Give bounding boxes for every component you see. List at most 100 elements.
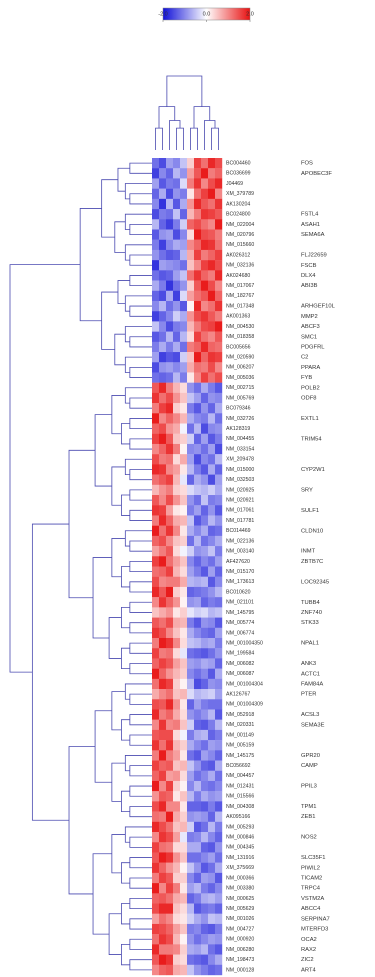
heatmap-cell [201, 780, 209, 792]
heatmap-cell [159, 740, 167, 751]
heatmap-cell [166, 229, 174, 240]
heatmap-cell [166, 280, 174, 291]
heatmap-cell [187, 811, 195, 823]
heatmap-cell [152, 872, 160, 884]
heatmap-cell [194, 464, 202, 475]
heatmap-cell [194, 525, 202, 537]
heatmap-cell [187, 515, 195, 526]
heatmap-cell [152, 372, 160, 383]
gene-symbol: FSTL4 [301, 212, 319, 218]
heatmap-cell [215, 505, 223, 516]
row-dendrogram [129, 898, 152, 910]
heatmap-cell [180, 893, 188, 904]
heatmap-cell [173, 566, 181, 577]
row-dendrogram [124, 213, 152, 230]
row-dendrogram [129, 622, 152, 634]
heatmap-cell [159, 413, 167, 424]
heatmap-cell [201, 678, 209, 690]
row-label: BC004460 [226, 160, 251, 166]
heatmap-cell [180, 168, 188, 179]
gene-symbol: TRIM54 [301, 436, 322, 442]
row-label: NM_000128 [226, 967, 254, 973]
column-dendrogram [204, 120, 216, 150]
heatmap-cell [159, 433, 167, 445]
heatmap-cell [159, 311, 167, 322]
heatmap-cell [215, 403, 223, 414]
gene-symbol: PIWIL2 [301, 865, 320, 871]
heatmap-cell [173, 474, 181, 485]
heatmap-cell [187, 382, 195, 394]
heatmap-cell [215, 709, 223, 720]
heatmap-cell [152, 443, 160, 455]
heatmap-cell [152, 525, 160, 537]
heatmap-cell [166, 321, 174, 332]
row-label: NM_005036 [226, 375, 254, 381]
heatmap-cell [194, 505, 202, 516]
heatmap-cell [180, 249, 188, 261]
heatmap-cell [152, 198, 160, 210]
heatmap-cell [159, 280, 167, 291]
heatmap-cell [152, 883, 160, 894]
gene-symbol: CLDN10 [301, 528, 323, 534]
row-label: NM_015000 [226, 467, 254, 473]
heatmap-cell [194, 648, 202, 659]
heatmap-cell [159, 576, 167, 588]
heatmap-cell [152, 934, 160, 945]
heatmap-cell [215, 944, 223, 955]
heatmap-cell [159, 770, 167, 782]
row-label: NM_173613 [226, 579, 254, 585]
heatmap-cell [194, 362, 202, 373]
heatmap-cell [180, 484, 188, 496]
row-dendrogram [124, 244, 152, 261]
heatmap-cell [180, 454, 188, 465]
row-dendrogram [94, 414, 112, 487]
heatmap-cell [180, 699, 188, 710]
heatmap-cell [194, 709, 202, 720]
heatmap-cell [173, 760, 181, 771]
heatmap-cell [201, 637, 209, 649]
heatmap-cell [180, 525, 188, 537]
heatmap-cell [180, 403, 188, 414]
heatmap-cell [208, 811, 216, 823]
heatmap-cell [180, 229, 188, 240]
heatmap-cell [201, 750, 209, 761]
heatmap-cell [159, 760, 167, 771]
heatmap-cell [187, 341, 195, 353]
heatmap-cell [208, 209, 216, 220]
heatmap-cell [201, 443, 209, 455]
heatmap-cell [152, 923, 160, 935]
row-label: NM_000846 [226, 835, 254, 841]
heatmap-cell [173, 637, 181, 649]
heatmap-cell [152, 239, 160, 251]
heatmap-cell [187, 913, 195, 925]
heatmap-cell [208, 832, 216, 843]
heatmap-cell [215, 627, 223, 639]
heatmap-cell [215, 158, 223, 169]
heatmap-cell [201, 464, 209, 475]
heatmap-cell [180, 362, 188, 373]
heatmap-cell [187, 311, 195, 322]
heatmap-cell [215, 719, 223, 731]
heatmap-cell [215, 852, 223, 863]
heatmap-cell [194, 372, 202, 383]
row-label: NM_032136 [226, 263, 254, 269]
heatmap-cell [159, 403, 167, 414]
heatmap-cell [180, 372, 188, 383]
row-label: XM_379789 [226, 191, 254, 197]
heatmap-cell [194, 627, 202, 639]
heatmap-cell [180, 872, 188, 884]
heatmap-cell [208, 934, 216, 945]
heatmap-cell [208, 270, 216, 281]
heatmap-cell [187, 158, 195, 169]
heatmap-cell [166, 443, 174, 455]
heatmap-cell [152, 392, 160, 404]
heatmap-cell [194, 607, 202, 618]
colorbar-tick-label: 0.0 [203, 11, 211, 17]
row-label: NM_004308 [226, 804, 254, 810]
heatmap-cell [159, 454, 167, 465]
heatmap-cell [180, 811, 188, 823]
heatmap-cell [215, 872, 223, 884]
heatmap-cell [173, 597, 181, 608]
gene-symbol: FLJ22659 [301, 253, 327, 259]
heatmap-cell [208, 699, 216, 710]
